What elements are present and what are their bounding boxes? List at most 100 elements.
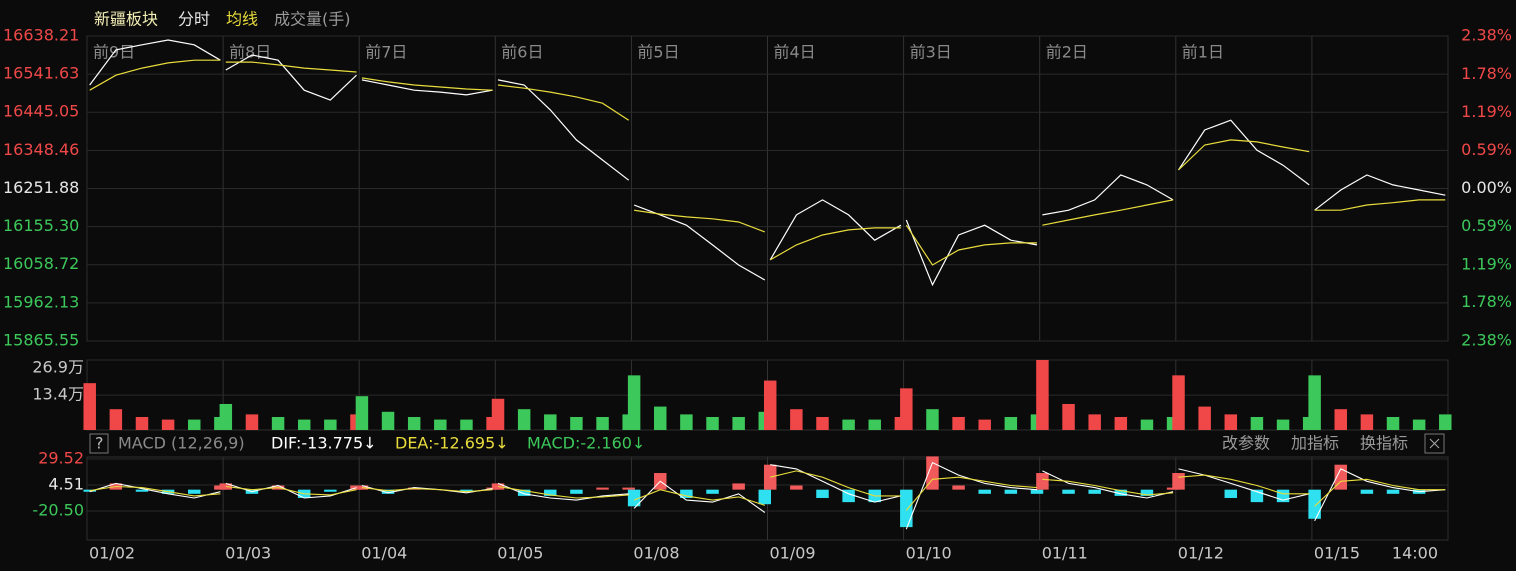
y2-tick-label: 1.78% — [1461, 64, 1512, 83]
volume-bar — [978, 419, 991, 430]
day-label: 前5日 — [637, 43, 679, 62]
x-tick-label: 14:00 — [1392, 544, 1438, 563]
macd-bar — [544, 489, 557, 496]
macd-line — [497, 485, 629, 499]
y-tick-label: 29.52 — [38, 448, 84, 467]
volume-bar — [1088, 414, 1101, 430]
tab[interactable]: 均线 — [226, 10, 258, 29]
button[interactable]: 改参数 — [1222, 434, 1270, 453]
close-mark[interactable] — [1429, 438, 1440, 449]
y2-tick-label: 0.00% — [1461, 178, 1512, 197]
price-line — [497, 84, 630, 121]
macd-line — [225, 485, 357, 496]
macd-line — [1178, 468, 1310, 501]
y-tick-label: 13.4万 — [32, 385, 84, 404]
macd-bar — [706, 489, 719, 494]
volume-bar — [1062, 403, 1075, 430]
macd-bar — [758, 489, 772, 505]
volume-bar — [596, 416, 609, 430]
macd-bar — [952, 485, 965, 490]
macd-bar — [790, 485, 803, 490]
macd-line — [1178, 474, 1310, 495]
volume-bar — [83, 383, 96, 430]
macd-bar — [381, 489, 395, 494]
volume-bar — [763, 380, 777, 430]
volume-bar — [434, 419, 447, 430]
readout: DEA:-12.695↓ — [395, 434, 509, 453]
price-line — [1314, 174, 1446, 211]
help-mark[interactable]: ? — [95, 434, 104, 453]
y2-tick-label: 0.59% — [1461, 216, 1512, 235]
price-line — [89, 39, 221, 86]
macd-bar — [570, 489, 583, 494]
macd-bar — [135, 489, 149, 492]
volume-bar — [324, 419, 337, 430]
y-tick-label: 15962.13 — [3, 292, 79, 311]
day-label: 前1日 — [1182, 43, 1224, 62]
volume-bar — [842, 419, 855, 430]
price-line — [634, 209, 766, 233]
button[interactable]: 加指标 — [1291, 434, 1339, 453]
readout: MACD:-2.160↓ — [527, 434, 645, 453]
price-line — [1178, 139, 1310, 171]
day-label: 前7日 — [365, 43, 407, 62]
macd-line — [1314, 478, 1446, 507]
price-line — [769, 199, 902, 261]
macd-bar — [1140, 489, 1154, 496]
volume-bar — [245, 414, 259, 430]
y-tick-label: 16541.63 — [3, 64, 79, 83]
macd-bar — [1224, 489, 1238, 498]
volume-bar — [816, 416, 829, 430]
y2-tick-label: 2.38% — [1461, 331, 1512, 350]
chart-title: 新疆板块 — [94, 10, 158, 29]
tab[interactable]: 成交量(手) — [274, 10, 351, 29]
price-line — [361, 79, 493, 96]
y-tick-label: 26.9万 — [32, 358, 84, 377]
volume-bar — [1004, 416, 1018, 430]
tab[interactable]: 分时 — [178, 10, 210, 29]
volume-bar — [868, 419, 881, 430]
volume-bar — [900, 388, 913, 430]
volume-bar — [1036, 360, 1049, 430]
price-line — [89, 59, 221, 91]
price-line — [905, 224, 1037, 266]
day-label: 前4日 — [774, 43, 816, 62]
macd-bar — [1360, 489, 1374, 494]
macd-bar — [1030, 489, 1044, 494]
close-icon[interactable] — [1424, 433, 1445, 454]
y-tick-label: 16348.46 — [3, 140, 79, 159]
y-tick-label: 16445.05 — [3, 102, 79, 121]
x-tick-label: 01/02 — [89, 544, 135, 563]
indicator-title: MACD (12,26,9) — [118, 434, 245, 453]
readout: DIF:-13.775↓ — [271, 434, 377, 453]
macd-line — [1314, 468, 1446, 522]
button[interactable]: 换指标 — [1360, 434, 1408, 453]
day-label: 前6日 — [501, 43, 543, 62]
y-tick-label: -20.50 — [32, 500, 84, 519]
macd-line — [89, 482, 221, 499]
macd-bar — [1004, 489, 1018, 494]
macd-bar — [816, 489, 829, 498]
macd-bar — [596, 487, 609, 490]
y-tick-label: 4.51 — [48, 474, 84, 493]
help-icon[interactable] — [89, 433, 109, 454]
x-tick-label: 01/11 — [1042, 544, 1088, 563]
x-tick-label: 01/09 — [770, 544, 816, 563]
price-line — [225, 61, 357, 73]
macd-line — [1042, 478, 1174, 496]
day-label: 前2日 — [1046, 43, 1088, 62]
macd-bar — [926, 456, 939, 490]
price-line — [769, 227, 901, 261]
volume-bar — [1360, 414, 1374, 430]
x-tick-label: 01/04 — [361, 544, 407, 563]
volume-bar — [1308, 375, 1321, 430]
macd-line — [633, 489, 765, 506]
macd-line — [497, 482, 629, 501]
x-tick-label: 01/15 — [1314, 544, 1360, 563]
volume-bar — [732, 416, 745, 430]
macd-bar — [1386, 489, 1400, 494]
y2-tick-label: 1.19% — [1461, 102, 1512, 121]
day-label: 前3日 — [910, 43, 952, 62]
